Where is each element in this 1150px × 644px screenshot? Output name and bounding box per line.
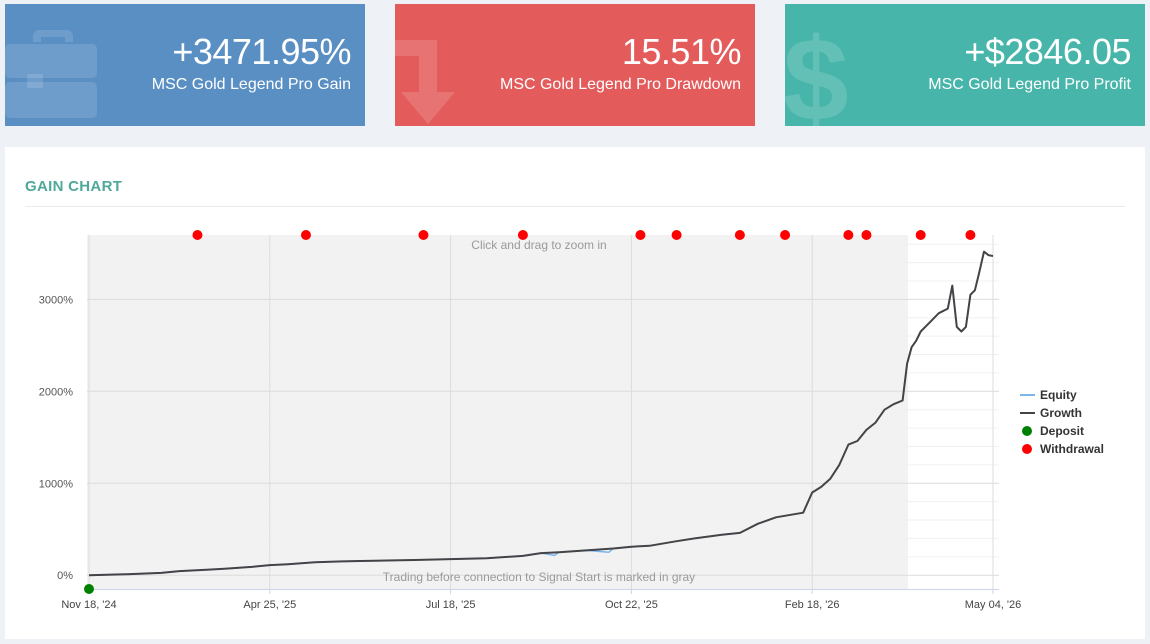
- zoom-hint: Click and drag to zoom in: [471, 238, 606, 252]
- profit-value: +$2846.05: [964, 31, 1131, 72]
- withdrawal-marker: [300, 230, 311, 240]
- y-tick-label: 2000%: [39, 386, 73, 398]
- profit-label: MSC Gold Legend Pro Profit: [928, 76, 1131, 93]
- gain-label: MSC Gold Legend Pro Gain: [151, 76, 351, 93]
- x-tick-label: May 04, '26: [965, 599, 1022, 611]
- gain-value: +3471.95%: [172, 31, 351, 72]
- briefcase-icon: [5, 30, 97, 118]
- profit-card: $ +$2846.05 MSC Gold Legend Pro Profit: [785, 4, 1145, 126]
- panel-title: GAIN CHART: [25, 178, 123, 195]
- x-tick-label: Jul 18, '25: [426, 599, 476, 611]
- dollar-icon: $: [785, 14, 849, 126]
- drawdown-label: MSC Gold Legend Pro Drawdown: [499, 76, 741, 93]
- withdrawal-marker: [780, 230, 791, 240]
- legend-swatch-deposit: [1022, 426, 1032, 436]
- svg-text:$: $: [785, 14, 849, 126]
- withdrawal-marker: [192, 230, 203, 240]
- withdrawal-marker: [635, 230, 646, 240]
- y-tick-label: 3000%: [39, 294, 73, 306]
- withdrawal-marker: [734, 230, 745, 240]
- legend-swatch-withdrawal: [1022, 444, 1032, 454]
- legend-label-equity: Equity: [1040, 388, 1077, 402]
- deposit-marker: [84, 584, 94, 594]
- withdrawal-marker: [517, 230, 528, 240]
- withdrawal-marker: [861, 230, 872, 240]
- withdrawal-marker: [671, 230, 682, 240]
- series-growth-line: [88, 250, 994, 577]
- gray-region: [87, 235, 909, 589]
- y-tick-label: 1000%: [39, 478, 73, 490]
- gain-chart-panel: GAIN CHART 0% 1000% 2000% 3000% Nov 18, '24 A…: [5, 147, 1145, 639]
- gray-region-note: Trading before connection to Signal Star…: [383, 570, 695, 584]
- x-tick-label: Apr 25, '25: [243, 599, 296, 611]
- legend-label-withdrawal: Withdrawal: [1040, 442, 1104, 456]
- withdrawal-marker: [965, 230, 976, 240]
- legend-label-deposit: Deposit: [1040, 424, 1084, 438]
- y-tick-label: 0%: [57, 570, 73, 582]
- x-tick-label: Oct 22, '25: [605, 599, 658, 611]
- withdrawal-marker: [418, 230, 429, 240]
- arrow-down-icon: [395, 40, 455, 124]
- drawdown-card: 15.51% MSC Gold Legend Pro Drawdown: [395, 4, 755, 126]
- gain-chart[interactable]: 0% 1000% 2000% 3000% Nov 18, '24 Apr 25, '25 J…: [5, 147, 1145, 639]
- gain-card: +3471.95% MSC Gold Legend Pro Gain: [5, 4, 365, 126]
- x-tick-label: Nov 18, '24: [61, 599, 116, 611]
- x-tick-label: Feb 18, '26: [785, 599, 840, 611]
- title-divider: [25, 206, 1125, 207]
- legend-label-growth: Growth: [1040, 406, 1082, 420]
- withdrawal-marker: [843, 230, 854, 240]
- withdrawal-marker: [915, 230, 926, 240]
- drawdown-value: 15.51%: [621, 31, 742, 72]
